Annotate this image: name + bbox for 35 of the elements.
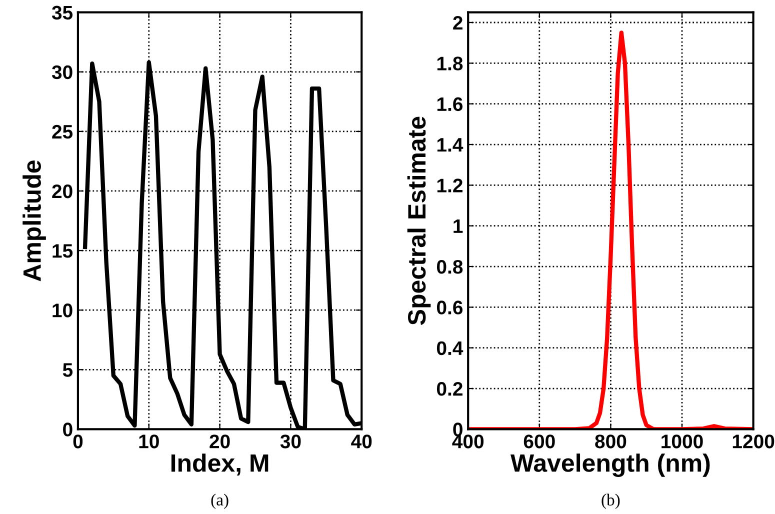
x-tick-label: 800 [595,434,626,448]
text: (b) [602,494,620,509]
y-tick-label: 0.8 [436,260,463,274]
y-tick-label: 0.2 [436,382,462,396]
x-tick-label: 10 [139,434,159,448]
y-tick-label: 30 [52,65,72,80]
y-tick-label: 5 [62,363,73,377]
y-axis-title: Amplitude [22,160,46,282]
y-tick-label: 1.2 [437,178,462,192]
y-tick-label: 10 [52,304,72,318]
y-tick-label: 2 [453,16,462,30]
y-tick-label: 0 [453,422,462,436]
y-tick-label: 15 [52,244,73,258]
y-tick-label: 0.4 [436,341,464,356]
y-tick-label: 1.4 [437,138,464,152]
text: (a) [211,494,228,509]
x-tick-label: 20 [210,434,230,448]
x-axis-title: Index, M [171,454,268,476]
x-tick-label: 0 [73,434,83,448]
y-tick-label: 0.6 [436,300,463,314]
x-tick-label: 600 [524,434,555,448]
x-tick-label: 1200 [732,434,774,448]
y-axis-title: Spectral Estimate [407,116,431,325]
y-tick-label: 1.6 [437,97,463,112]
x-tick-label: 1000 [662,434,703,448]
y-tick-label: 0 [63,422,72,436]
y-tick-label: 25 [52,124,73,139]
y-tick-label: 1.8 [437,56,463,70]
y-tick-label: 35 [52,6,73,20]
x-axis-title: Wavelength (nm) [510,454,710,477]
y-tick-label: 1 [454,220,463,233]
x-tick-label: 30 [280,434,301,448]
x-tick-label: 400 [452,434,484,448]
x-tick-label: 40 [351,434,372,448]
y-tick-label: 20 [52,184,72,198]
